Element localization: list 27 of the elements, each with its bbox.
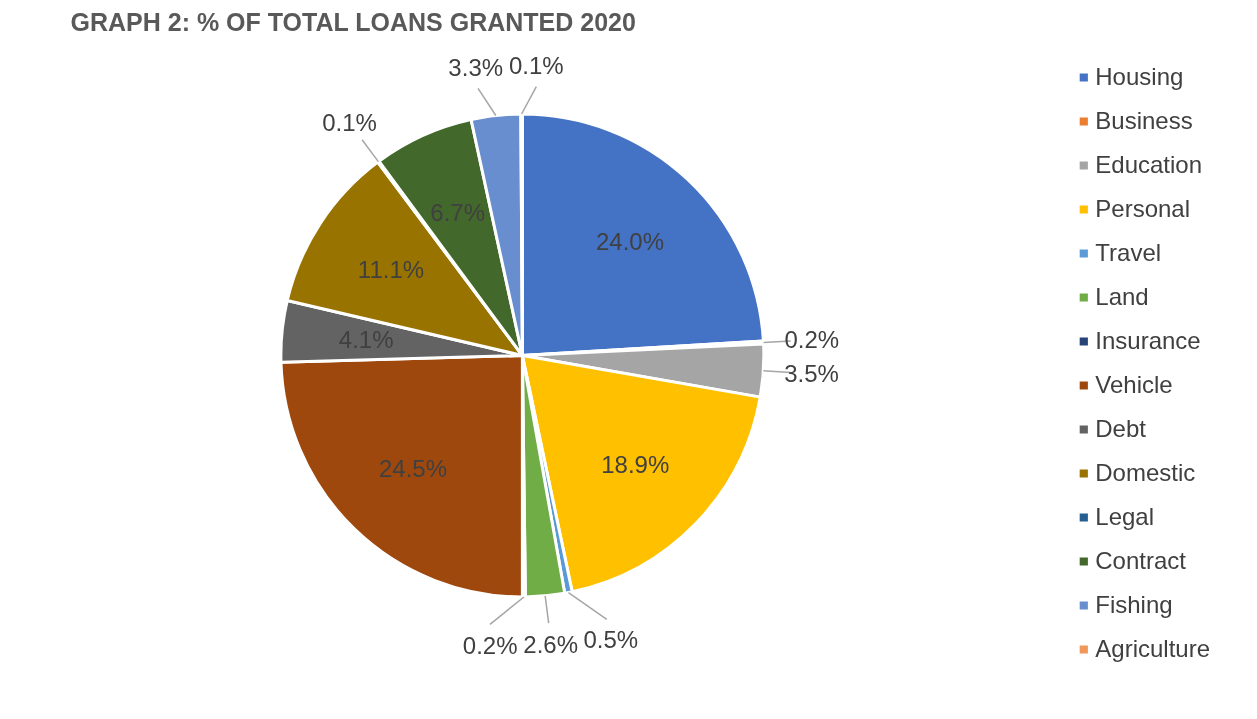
data-label: 3.3% <box>448 53 504 81</box>
legend-label: Vehicle <box>1095 370 1173 400</box>
data-label: 0.2% <box>462 631 518 659</box>
legend-label: Domestic <box>1095 458 1196 488</box>
legend-label: Legal <box>1095 502 1155 532</box>
data-label: 2.6% <box>523 630 579 658</box>
legend-label: Education <box>1095 150 1203 180</box>
data-label: 24.0% <box>595 227 665 255</box>
legend-label: Insurance <box>1095 326 1201 356</box>
legend-label: Land <box>1095 282 1149 312</box>
legend-label: Debt <box>1095 414 1146 444</box>
data-label: 0.5% <box>583 626 639 654</box>
legend-label: Housing <box>1095 62 1184 92</box>
legend-label: Personal <box>1095 194 1191 224</box>
data-label: 0.1% <box>322 109 377 137</box>
data-label: 0.2% <box>784 326 840 354</box>
data-label: 24.5% <box>378 454 447 482</box>
data-label: 3.5% <box>784 360 839 388</box>
chart-title: GRAPH 2: % OF TOTAL LOANS GRANTED 2020 <box>70 7 636 36</box>
legend-label: Travel <box>1095 238 1162 268</box>
legend-label: Agriculture <box>1095 634 1210 664</box>
data-label: 18.9% <box>601 451 670 479</box>
legend-label: Fishing <box>1095 590 1173 620</box>
data-label: 0.1% <box>508 52 564 80</box>
legend-label: Contract <box>1095 546 1186 576</box>
legend-label: Business <box>1095 106 1193 136</box>
data-label: 11.1% <box>357 256 425 284</box>
